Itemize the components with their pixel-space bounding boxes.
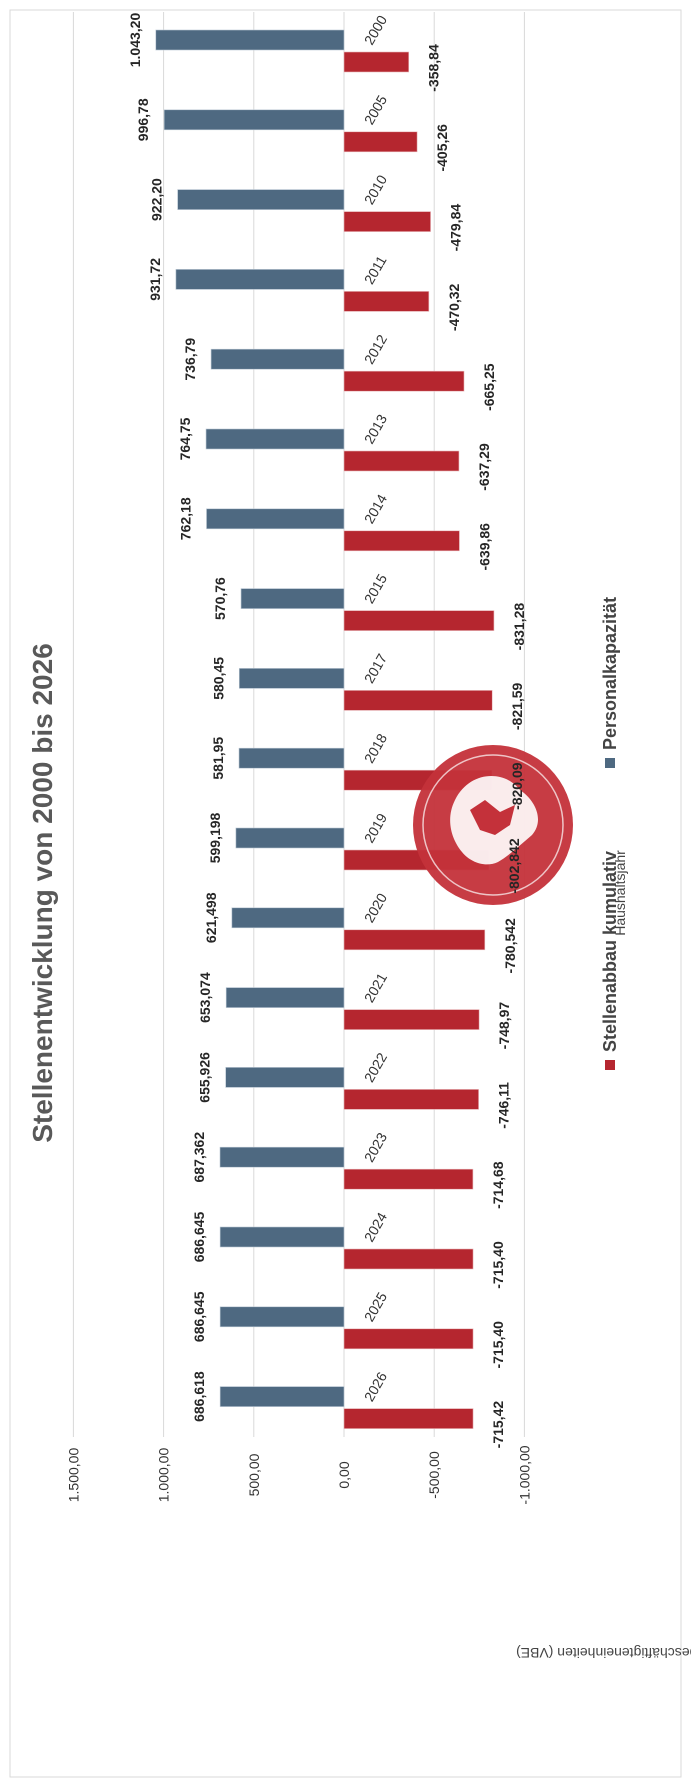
data-label-personalkapazitaet: 764,75 bbox=[177, 417, 193, 460]
data-label-stellenabbau: -715,40 bbox=[490, 1241, 506, 1289]
bar-personalkapazitaet bbox=[235, 827, 345, 849]
data-label-stellenabbau: -665,25 bbox=[481, 363, 497, 411]
data-label-personalkapazitaet: 1.043,20 bbox=[127, 13, 143, 68]
legend: Stellenabbau kumulativ Personalkapazität bbox=[600, 597, 620, 1070]
data-label-personalkapazitaet: 581,95 bbox=[210, 737, 226, 780]
value-axis-label: Vollbeschäftigteneinheiten (VBE) bbox=[516, 1645, 691, 1661]
gridlines bbox=[72, 12, 525, 1437]
bar-personalkapazitaet bbox=[219, 1306, 345, 1328]
data-label-personalkapazitaet: 686,645 bbox=[191, 1291, 207, 1342]
data-label-stellenabbau: -820,09 bbox=[509, 762, 525, 810]
data-label-personalkapazitaet: 655,926 bbox=[197, 1052, 213, 1103]
data-label-personalkapazitaet: 996,78 bbox=[135, 98, 151, 141]
bar-personalkapazitaet bbox=[219, 1146, 345, 1168]
data-label-personalkapazitaet: 762,18 bbox=[178, 497, 194, 540]
data-label-stellenabbau: -715,42 bbox=[490, 1401, 506, 1449]
data-label-stellenabbau: -479,84 bbox=[448, 204, 464, 252]
bar-personalkapazitaet bbox=[219, 1226, 345, 1248]
chart-title: Stellenentwicklung von 2000 bis 2026 bbox=[27, 643, 58, 1143]
bar-personalkapazitaet bbox=[163, 109, 345, 131]
bar-personalkapazitaet bbox=[225, 987, 345, 1008]
tick-label: 1.000,00 bbox=[156, 1448, 172, 1503]
legend-swatch-personalkapazitaet bbox=[605, 758, 615, 768]
data-label-stellenabbau: -802,842 bbox=[506, 838, 522, 893]
value-axis-ticks: 1.500,00 1.000,00 500,00 0,00 -500,00 -1.000,… bbox=[65, 1445, 532, 1504]
data-label-personalkapazitaet: 922,20 bbox=[149, 178, 165, 221]
bar-personalkapazitaet bbox=[210, 348, 345, 370]
tick-label: 500,00 bbox=[246, 1453, 262, 1496]
data-label-personalkapazitaet: 599,198 bbox=[207, 812, 223, 863]
bar-personalkapazitaet bbox=[206, 508, 345, 530]
watermark-seal bbox=[413, 745, 573, 905]
bar-stellenabbau bbox=[343, 690, 493, 711]
legend-label-personalkapazitaet: Personalkapazität bbox=[600, 597, 620, 750]
data-label-stellenabbau: -748,97 bbox=[496, 1002, 512, 1050]
data-label-stellenabbau: -470,32 bbox=[446, 283, 462, 331]
bar-stellenabbau bbox=[343, 211, 431, 232]
bar-stellenabbau bbox=[343, 610, 495, 631]
bar-stellenabbau bbox=[343, 929, 486, 951]
bar-personalkapazitaet bbox=[155, 29, 345, 51]
bar-stellenabbau bbox=[343, 530, 460, 552]
tick-label: -500,00 bbox=[426, 1451, 442, 1499]
data-label-personalkapazitaet: 621,498 bbox=[203, 892, 219, 943]
data-label-personalkapazitaet: 653,074 bbox=[197, 972, 213, 1023]
bar-personalkapazitaet bbox=[238, 668, 345, 689]
data-label-stellenabbau: -637,29 bbox=[476, 443, 492, 491]
data-label-personalkapazitaet: 687,362 bbox=[191, 1132, 207, 1183]
category-axis-label: Haushaltsjahr bbox=[612, 850, 628, 936]
tick-label: -1.000,00 bbox=[516, 1445, 532, 1504]
bar-stellenabbau bbox=[343, 1009, 480, 1030]
data-label-stellenabbau: -358,84 bbox=[426, 44, 442, 92]
data-label-stellenabbau: -821,59 bbox=[509, 682, 525, 730]
data-label-stellenabbau: -714,68 bbox=[490, 1161, 506, 1209]
data-label-stellenabbau: -746,11 bbox=[496, 1082, 512, 1129]
bar-personalkapazitaet bbox=[225, 1067, 345, 1088]
bar-personalkapazitaet bbox=[175, 269, 345, 290]
tick-label: 1.500,00 bbox=[65, 1448, 81, 1503]
bars bbox=[155, 29, 495, 1429]
bar-stellenabbau bbox=[343, 51, 410, 73]
bar-stellenabbau bbox=[343, 370, 465, 392]
bar-stellenabbau bbox=[343, 450, 460, 472]
data-label-personalkapazitaet: 686,618 bbox=[191, 1371, 207, 1422]
legend-swatch-stellenabbau bbox=[605, 1060, 615, 1070]
bar-stellenabbau bbox=[343, 1168, 474, 1190]
bar-personalkapazitaet bbox=[205, 428, 345, 450]
data-label-stellenabbau: -715,40 bbox=[490, 1321, 506, 1369]
data-label-stellenabbau: -831,28 bbox=[511, 603, 527, 651]
bar-stellenabbau bbox=[343, 291, 430, 312]
chart-frame bbox=[9, 9, 682, 1778]
bar-stellenabbau bbox=[343, 131, 418, 153]
data-label-personalkapazitaet: 736,79 bbox=[182, 338, 198, 381]
bar-personalkapazitaet bbox=[231, 907, 345, 929]
bar-stellenabbau bbox=[343, 1089, 479, 1110]
data-label-personalkapazitaet: 931,72 bbox=[147, 258, 163, 301]
data-label-stellenabbau: -780,542 bbox=[502, 918, 518, 973]
tick-label: 0,00 bbox=[336, 1461, 352, 1488]
data-label-personalkapazitaet: 686,645 bbox=[191, 1211, 207, 1262]
data-label-personalkapazitaet: 570,76 bbox=[212, 577, 228, 620]
bar-stellenabbau bbox=[343, 1328, 474, 1350]
bar-stellenabbau bbox=[343, 1248, 474, 1270]
bar-stellenabbau bbox=[343, 1408, 474, 1429]
data-label-stellenabbau: -405,26 bbox=[434, 124, 450, 172]
legend-label-stellenabbau: Stellenabbau kumulativ bbox=[600, 851, 620, 1052]
bar-personalkapazitaet bbox=[240, 588, 345, 609]
bar-personalkapazitaet bbox=[177, 189, 345, 210]
data-label-stellenabbau: -639,86 bbox=[476, 523, 492, 571]
bar-personalkapazitaet bbox=[238, 747, 345, 769]
bar-personalkapazitaet bbox=[219, 1386, 345, 1407]
data-label-personalkapazitaet: 580,45 bbox=[210, 657, 226, 700]
